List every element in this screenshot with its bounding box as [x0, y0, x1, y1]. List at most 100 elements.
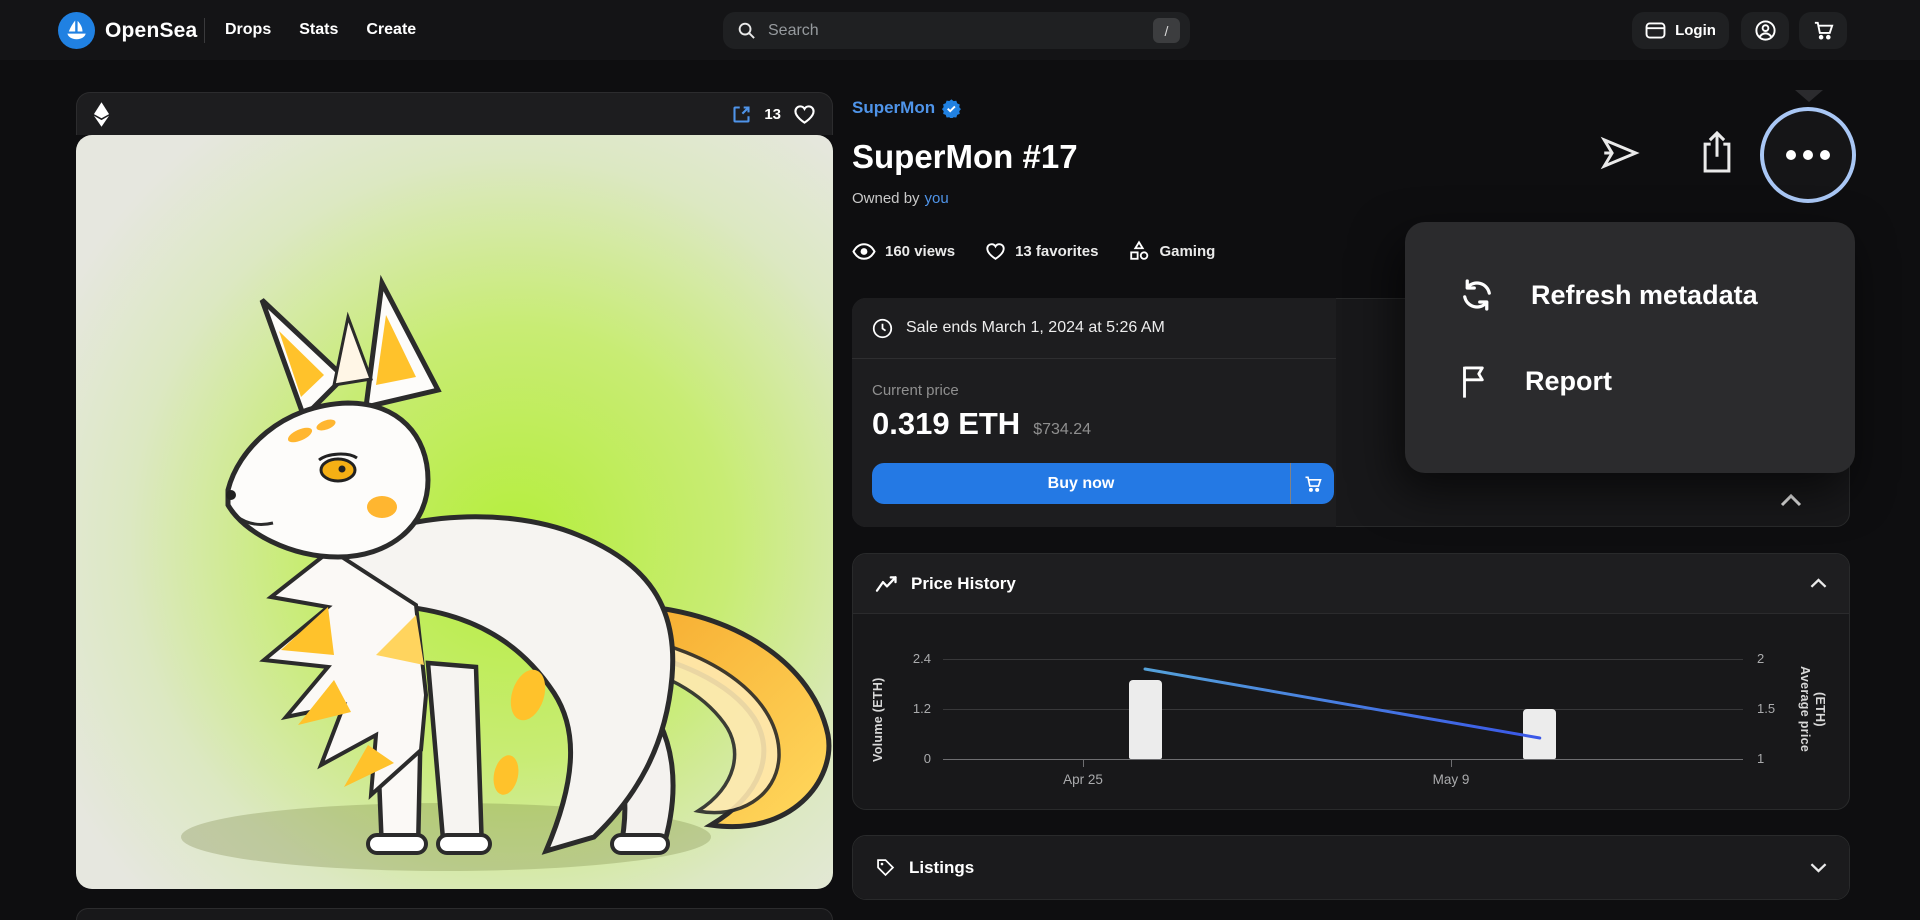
asset-stats-row: 160 views 13 favorites Gaming [852, 240, 1215, 262]
cart-icon [1812, 19, 1835, 42]
search-input[interactable] [766, 20, 1143, 41]
collection-link[interactable]: SuperMon [852, 98, 962, 118]
divider [852, 358, 1336, 359]
media-card-header: 13 [76, 92, 833, 135]
nav-links: Drops Stats Create [225, 0, 416, 60]
clock-icon [872, 318, 893, 339]
current-price-label: Current price [872, 382, 959, 399]
account-icon [1754, 19, 1777, 42]
volume-bar [1523, 709, 1557, 759]
left-axis-tick: 0 [923, 751, 931, 766]
right-axis-label: Average price (ETH) [1798, 665, 1827, 753]
sale-countdown: Sale ends March 1, 2024 at 5:26 AM [872, 298, 1165, 358]
ellipsis-dot [1803, 150, 1813, 160]
right-axis-tick: 1 [1757, 751, 1765, 766]
x-axis-tick-mark [1451, 759, 1452, 767]
cart-button[interactable] [1799, 12, 1847, 49]
nft-artwork[interactable] [76, 135, 833, 889]
price-history-header[interactable]: Price History [853, 554, 1849, 614]
sale-ends-text: Sale ends March 1, 2024 at 5:26 AM [906, 319, 1165, 336]
price-box: Sale ends March 1, 2024 at 5:26 AM Curre… [852, 298, 1336, 527]
buy-now-split-button: Buy now [872, 463, 1334, 504]
share-button[interactable] [1698, 128, 1736, 176]
gridline [943, 659, 1743, 660]
heart-icon[interactable] [793, 104, 816, 125]
owned-by-row: Owned by you [852, 190, 949, 207]
listings-header[interactable]: Listings [853, 836, 1849, 899]
context-menu: Refresh metadata Report [1405, 222, 1855, 473]
gridline [943, 709, 1743, 710]
more-options-button[interactable] [1760, 107, 1856, 203]
brand-name: OpenSea [105, 18, 198, 42]
nav-link-create[interactable]: Create [366, 21, 417, 38]
verified-badge-icon [942, 98, 962, 118]
owner-link[interactable]: you [924, 190, 949, 207]
price-eth: 0.319 ETH [872, 406, 1021, 441]
tag-icon [875, 857, 896, 878]
favorites-stat: 13 favorites [985, 242, 1098, 261]
menu-caret [1795, 90, 1823, 102]
opensea-boat-icon [58, 12, 95, 49]
right-axis-tick: 2 [1757, 651, 1765, 666]
search-icon [737, 21, 756, 40]
price-history-card: Price History Volume (ETH) Average price… [852, 553, 1850, 810]
chevron-up-icon [1810, 578, 1827, 589]
fox-illustration [76, 135, 833, 889]
media-actions: 13 [731, 104, 816, 125]
right-axis-tick: 1.5 [1757, 701, 1776, 716]
like-count: 13 [764, 105, 781, 123]
x-axis-tick-label: May 9 [1432, 772, 1470, 787]
account-button[interactable] [1741, 12, 1789, 49]
price-usd: $734.24 [1033, 421, 1092, 438]
menu-item-report[interactable]: Report [1457, 338, 1855, 424]
ellipsis-dot [1786, 150, 1796, 160]
nft-media-card: 13 [76, 92, 833, 889]
chevron-down-icon [1810, 862, 1827, 873]
average-price-line [1143, 667, 1542, 740]
refresh-icon [1457, 275, 1497, 315]
price-history-title: Price History [911, 573, 1016, 593]
eye-icon [852, 242, 876, 260]
description-card-top [76, 908, 833, 920]
category-shapes-icon [1128, 240, 1150, 262]
login-label: Login [1675, 22, 1716, 39]
heart-outline-icon [985, 242, 1006, 261]
left-axis-tick: 2.4 [912, 651, 931, 666]
collection-name: SuperMon [852, 98, 936, 117]
menu-item-refresh-metadata[interactable]: Refresh metadata [1457, 252, 1855, 338]
listings-card: Listings [852, 835, 1850, 900]
views-stat: 160 views [852, 243, 955, 260]
search-bar: / [723, 12, 1190, 49]
add-to-cart-button[interactable] [1291, 463, 1334, 504]
buy-now-button[interactable]: Buy now [872, 463, 1290, 504]
nav-link-stats[interactable]: Stats [299, 21, 339, 38]
nav-divider [204, 18, 205, 43]
x-axis-tick-label: Apr 25 [1063, 772, 1103, 787]
owned-by-label: Owned by [852, 190, 920, 207]
views-label: 160 views [885, 242, 956, 260]
external-link-icon[interactable] [731, 104, 752, 125]
opensea-logo[interactable]: OpenSea [58, 12, 197, 49]
x-axis-tick-mark [1083, 759, 1084, 767]
price-history-chart: Volume (ETH) Average price (ETH) 2.4 1.2 0… [853, 614, 1849, 809]
left-axis-tick: 1.2 [912, 701, 931, 716]
category-label: Gaming [1159, 242, 1216, 260]
gridline [943, 759, 1743, 760]
listings-title: Listings [909, 857, 975, 877]
transfer-button[interactable] [1598, 132, 1642, 174]
collapse-chevron-up[interactable] [1780, 493, 1802, 508]
wallet-icon [1645, 22, 1666, 39]
search-shortcut-key: / [1153, 18, 1180, 43]
menu-label: Report [1525, 365, 1612, 396]
login-button[interactable]: Login [1632, 12, 1729, 49]
favorites-label: 13 favorites [1015, 242, 1099, 260]
menu-label: Refresh metadata [1531, 279, 1758, 310]
nav-link-drops[interactable]: Drops [225, 21, 272, 38]
category-stat: Gaming [1128, 240, 1215, 262]
ethereum-icon [93, 101, 110, 128]
volume-bar [1128, 679, 1162, 759]
left-axis-label: Volume (ETH) [871, 677, 885, 762]
button-separator [1290, 463, 1291, 504]
asset-title: SuperMon #17 [852, 138, 1078, 175]
